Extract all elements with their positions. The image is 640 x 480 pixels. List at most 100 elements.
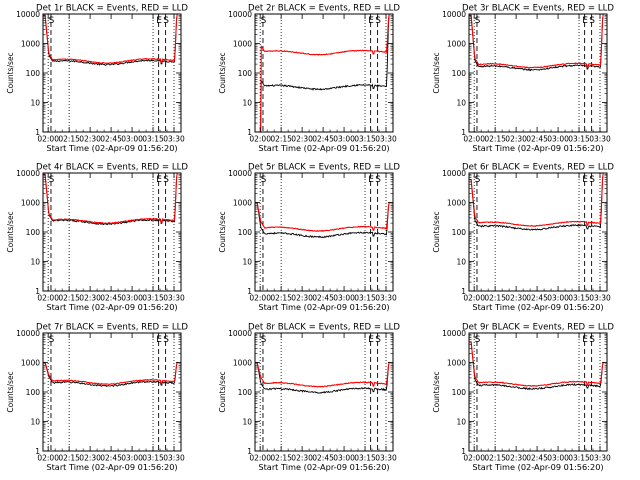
plot-frame	[468, 332, 608, 452]
x-tick-label: 02:00	[249, 294, 271, 303]
y-tick-label: 10	[242, 258, 252, 267]
events-series-line	[469, 341, 605, 391]
plot-frame	[42, 172, 182, 292]
x-tick-label: 03:15	[142, 294, 164, 303]
x-tick-label: 02:30	[79, 454, 101, 463]
time-marker-label: S	[475, 335, 481, 345]
x-tick-label: 02:15	[270, 135, 292, 144]
y-tick-label: 1	[461, 447, 466, 456]
y-tick-label: 1000	[447, 199, 466, 208]
time-marker-label: E	[368, 175, 374, 185]
time-marker-label: S	[49, 16, 55, 26]
x-tick-label: 03:15	[568, 294, 590, 303]
panel-title: Det 6r BLACK = Events, RED = LLD	[462, 163, 614, 173]
x-tick-label: 02:45	[312, 454, 334, 463]
y-axis-label: Counts/sec	[6, 211, 15, 252]
y-tick-label: 10	[242, 99, 252, 108]
x-tick-label: 02:15	[58, 294, 80, 303]
x-tick-label: 03:30	[163, 294, 185, 303]
panel-title: Det 5r BLACK = Events, RED = LLD	[248, 163, 400, 173]
x-tick-label: 02:45	[100, 454, 122, 463]
x-tick-label: 03:30	[589, 294, 611, 303]
events-series-line	[469, 13, 605, 72]
y-tick-label: 1000	[21, 199, 40, 208]
time-marker-label: S	[589, 16, 595, 26]
lld-series-line	[43, 172, 179, 224]
time-marker-label: S	[475, 175, 481, 185]
y-tick-label: 10	[456, 99, 466, 108]
events-series-line	[255, 362, 391, 394]
y-tick-label: 10	[30, 258, 40, 267]
x-tick-label: 02:00	[249, 454, 271, 463]
x-tick-label: 02:30	[505, 294, 527, 303]
y-tick-label: 1000	[447, 359, 466, 368]
x-tick-label: 03:00	[121, 135, 143, 144]
x-tick-label: 03:30	[375, 294, 397, 303]
time-marker-label: S	[261, 335, 267, 345]
plot-frame	[468, 13, 608, 133]
time-marker-label: S	[375, 175, 381, 185]
x-tick-label: 03:00	[547, 135, 569, 144]
x-axis-label: Start Time (02-Apr-09 01:56:20)	[472, 462, 603, 472]
x-tick-label: 02:45	[526, 454, 548, 463]
x-axis-label: Start Time (02-Apr-09 01:56:20)	[258, 462, 389, 472]
y-tick-label: 1	[461, 287, 466, 296]
x-tick-label: 02:00	[463, 454, 485, 463]
x-tick-label: 02:30	[291, 135, 313, 144]
events-series-line	[469, 172, 605, 231]
x-tick-label: 02:45	[312, 135, 334, 144]
y-tick-label: 10000	[16, 329, 40, 338]
x-tick-label: 02:45	[100, 135, 122, 144]
y-tick-label: 1	[35, 447, 40, 456]
x-axis-label: Start Time (02-Apr-09 01:56:20)	[472, 302, 603, 312]
x-tick-label: 03:15	[568, 454, 590, 463]
time-marker-label: S	[375, 335, 381, 345]
x-tick-label: 03:00	[333, 294, 355, 303]
y-tick-label: 10000	[228, 10, 252, 19]
x-tick-label: 02:15	[484, 294, 506, 303]
x-tick-label: 02:00	[37, 294, 59, 303]
time-marker-label: S	[261, 16, 267, 26]
y-tick-label: 1	[247, 128, 252, 137]
y-tick-label: 1	[247, 287, 252, 296]
x-tick-label: 03:30	[589, 135, 611, 144]
x-tick-label: 03:00	[547, 294, 569, 303]
y-tick-label: 10000	[16, 10, 40, 19]
x-axis-label: Start Time (02-Apr-09 01:56:20)	[258, 143, 389, 153]
y-tick-label: 1000	[233, 359, 252, 368]
time-marker-label: S	[163, 175, 169, 185]
x-tick-label: 02:00	[463, 135, 485, 144]
y-tick-label: 1000	[233, 199, 252, 208]
y-tick-label: 100	[238, 69, 253, 78]
y-tick-label: 10	[456, 418, 466, 427]
y-tick-label: 1000	[21, 359, 40, 368]
y-tick-label: 100	[238, 388, 253, 397]
x-tick-label: 03:00	[547, 454, 569, 463]
events-series-line	[255, 202, 391, 239]
x-tick-label: 02:15	[58, 454, 80, 463]
y-tick-label: 100	[452, 69, 467, 78]
x-axis-label: Start Time (02-Apr-09 01:56:20)	[472, 143, 603, 153]
x-tick-label: 03:00	[121, 454, 143, 463]
x-tick-label: 02:45	[100, 294, 122, 303]
lld-series-line	[255, 361, 391, 388]
y-axis-label: Counts/sec	[6, 371, 15, 412]
x-axis-label: Start Time (02-Apr-09 01:56:20)	[46, 462, 177, 472]
lld-series-line	[469, 172, 605, 227]
x-tick-label: 03:00	[333, 135, 355, 144]
x-tick-label: 03:00	[333, 454, 355, 463]
plot-frame	[42, 13, 182, 133]
x-axis-label: Start Time (02-Apr-09 01:56:20)	[46, 302, 177, 312]
time-marker-label: S	[589, 175, 595, 185]
y-tick-label: 10	[456, 258, 466, 267]
y-tick-label: 10000	[442, 329, 466, 338]
plot-frame	[42, 332, 182, 452]
